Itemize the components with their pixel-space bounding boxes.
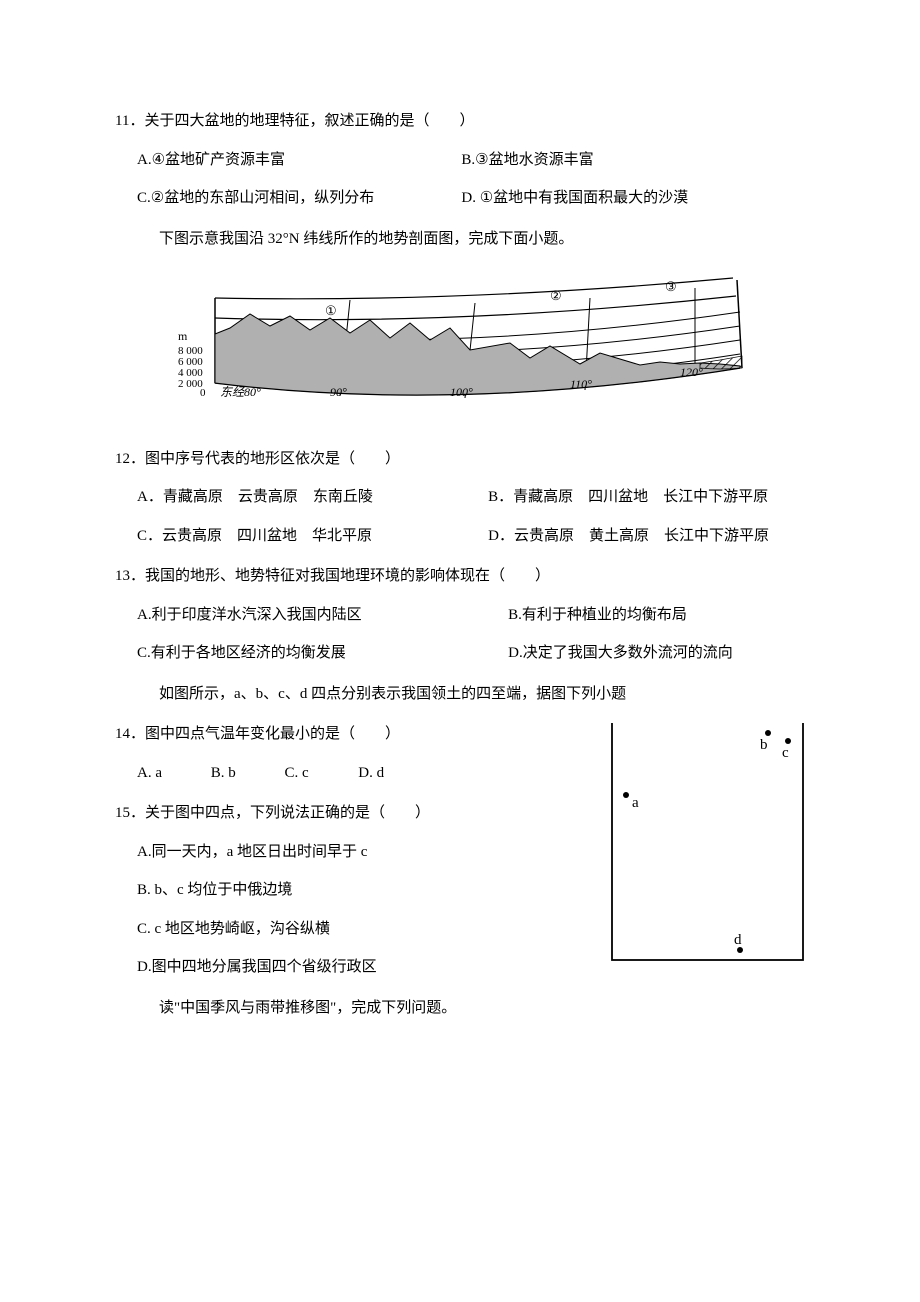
q14-opt-b: B. b (211, 762, 281, 785)
q12-number: 12 (115, 451, 130, 467)
region-3: ③ (665, 279, 677, 294)
q15-stem: ．关于图中四点，下列说法正确的是（ ） (130, 805, 430, 821)
q13-opt-d: D.决定了我国大多数外流河的流向 (508, 642, 802, 665)
q14-opt-c: C. c (285, 762, 355, 785)
q14-number: 14 (115, 726, 130, 742)
q13-number: 13 (115, 568, 130, 584)
q11-stem: ．关于四大盆地的地理特征，叙述正确的是（ ） (129, 113, 474, 129)
xlabel-80: 东经80° (220, 385, 261, 399)
q12-opt-a: A．青藏高原 云贵高原 东南丘陵 (137, 486, 484, 509)
xlabel-90: 90° (330, 385, 347, 399)
q15-number: 15 (115, 805, 130, 821)
y-label-m: m (178, 329, 188, 343)
q12-stem: ．图中序号代表的地形区依次是（ ） (130, 451, 400, 467)
xlabel-100: 100° (450, 385, 473, 399)
map-label-c: c (782, 745, 789, 761)
q12-opt-b: B．青藏高原 四川盆地 长江中下游平原 (488, 486, 802, 509)
q12-opt-d: D．云贵高原 黄土高原 长江中下游平原 (488, 525, 802, 548)
instruction-3: 读"中国季风与雨带推移图"，完成下列问题。 (115, 997, 805, 1020)
xlabel-120: 120° (680, 365, 703, 379)
ylabel-0: 0 (200, 387, 206, 399)
q14-opt-d: D. d (358, 762, 428, 785)
q11-opt-c: C.②盆地的东部山河相间，纵列分布 (137, 187, 458, 210)
map-label-a: a (632, 795, 639, 811)
map-figure: a b c d (610, 723, 805, 970)
q13-opt-a: A.利于印度洋水汽深入我国内陆区 (137, 604, 504, 627)
q14-opt-a: A. a (137, 762, 207, 785)
q13-opt-b: B.有利于种植业的均衡布局 (508, 604, 802, 627)
map-label-d: d (734, 932, 742, 948)
xlabel-110: 110° (570, 377, 592, 391)
q11-number: 11 (115, 113, 129, 129)
q13-stem: ．我国的地形、地势特征对我国地理环境的影响体现在（ ） (130, 568, 550, 584)
q11-opt-a: A.④盆地矿产资源丰富 (137, 149, 458, 172)
map-label-b: b (760, 737, 768, 753)
q11-opt-d: D. ①盆地中有我国面积最大的沙漠 (461, 187, 782, 210)
q13-opt-c: C.有利于各地区经济的均衡发展 (137, 642, 504, 665)
q14-stem: ．图中四点气温年变化最小的是（ ） (130, 726, 400, 742)
cross-section-figure: m 8 000 6 000 4 000 2 000 0 东经80° 90° 10… (115, 268, 805, 426)
q12-opt-c: C．云贵高原 四川盆地 华北平原 (137, 525, 484, 548)
region-2: ② (550, 288, 562, 303)
region-1: ① (325, 303, 337, 318)
q11-opt-b: B.③盆地水资源丰富 (461, 149, 782, 172)
instruction-2: 如图所示，a、b、c、d 四点分别表示我国领土的四至端，据图下列小题 (115, 683, 805, 706)
instruction-1: 下图示意我国沿 32°N 纬线所作的地势剖面图，完成下面小题。 (115, 228, 805, 251)
